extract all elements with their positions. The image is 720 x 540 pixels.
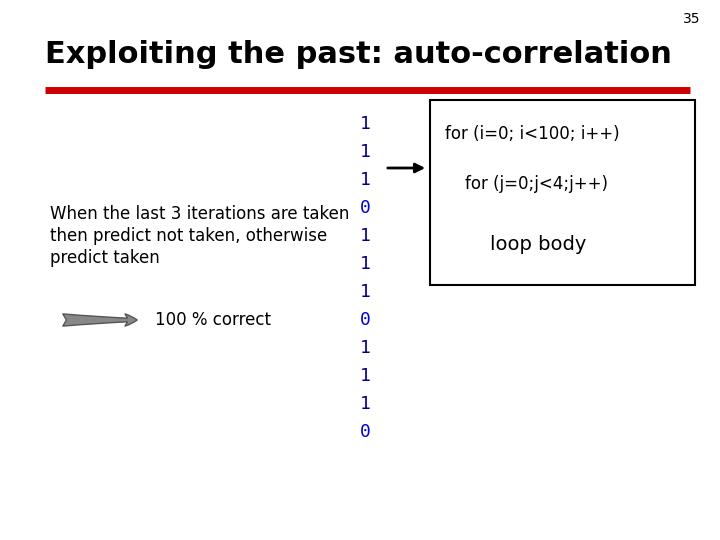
Text: 0: 0: [359, 311, 370, 329]
Text: 1: 1: [359, 171, 370, 189]
Bar: [430, 100, 695, 285]
Text: 0: 0: [359, 423, 370, 441]
Text: 0: 0: [359, 199, 370, 217]
Text: 1: 1: [359, 143, 370, 161]
Text: for (j=0;j<4;j++): for (j=0;j<4;j++): [465, 175, 608, 193]
Text: 1: 1: [359, 255, 370, 273]
Text: loop body: loop body: [490, 235, 586, 254]
Text: Exploiting the past: auto-correlation: Exploiting the past: auto-correlation: [45, 40, 672, 69]
Text: 1: 1: [359, 227, 370, 245]
Text: for (i=0; i<100; i++): for (i=0; i<100; i++): [445, 125, 620, 143]
Text: 1: 1: [359, 395, 370, 413]
Text: 1: 1: [359, 339, 370, 357]
Text: 1: 1: [359, 115, 370, 133]
Text: 1: 1: [359, 367, 370, 385]
Text: then predict not taken, otherwise: then predict not taken, otherwise: [50, 227, 328, 245]
Text: 100 % correct: 100 % correct: [155, 311, 271, 329]
Text: When the last 3 iterations are taken: When the last 3 iterations are taken: [50, 205, 349, 223]
Text: 1: 1: [359, 283, 370, 301]
Text: 35: 35: [683, 12, 700, 26]
Text: predict taken: predict taken: [50, 249, 160, 267]
